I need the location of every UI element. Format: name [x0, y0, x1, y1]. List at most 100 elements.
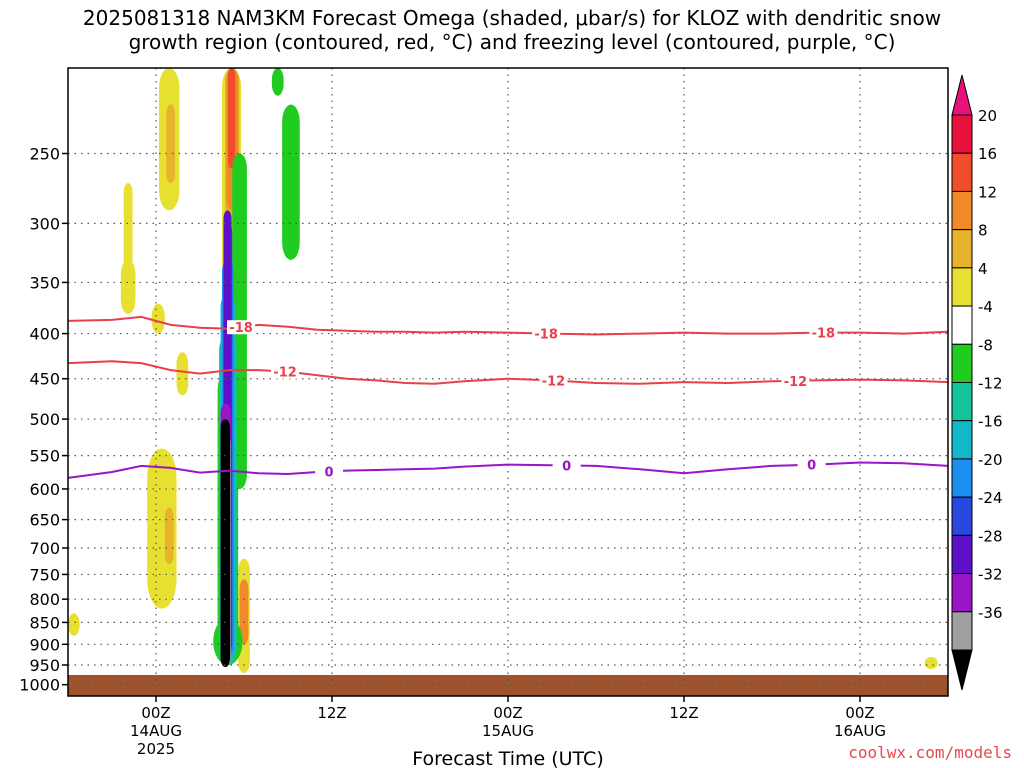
isotherm-label: -12 [542, 375, 566, 390]
y-tick-label: 550 [29, 447, 60, 466]
colorbar-label: -36 [978, 604, 1003, 622]
colorbar-label: 16 [978, 145, 997, 163]
isotherm-label-bg [271, 364, 300, 379]
isotherm-label: 0 [807, 459, 816, 474]
y-tick-label: 600 [29, 480, 60, 499]
omega-region-8 [166, 104, 176, 183]
omega-region-18 [282, 104, 300, 260]
isotherm-label: 0 [325, 465, 334, 480]
credit-text[interactable]: coolwx.com/models [848, 743, 1012, 762]
isotherm-label: -12 [273, 366, 297, 381]
isotherm-label: -18 [534, 327, 558, 342]
y-tick-label: 250 [29, 144, 60, 163]
colorbar-bin [951, 267, 973, 307]
colorbar-label: -28 [978, 527, 1003, 545]
omega-region-7 [68, 613, 80, 636]
omega-region-19 [271, 68, 284, 96]
grid-lines [68, 68, 948, 696]
x-tick-label: 00Z [845, 704, 874, 722]
y-tick-label: 950 [29, 656, 60, 675]
x-tick-date: 16AUG [834, 722, 886, 740]
colorbar-bin [951, 534, 973, 575]
isotherm-label-bg [315, 464, 344, 479]
x-tick-label: 12Z [669, 704, 698, 722]
isotherm-label-bg [532, 326, 561, 341]
x-axis-label: Forecast Time (UTC) [412, 748, 603, 768]
chart-title-line2: growth region (contoured, red, °C) and f… [128, 30, 896, 54]
isotherm-line-0 [68, 461, 948, 479]
isotherm-label: -18 [812, 327, 836, 342]
y-tick-label: 1000 [19, 676, 60, 695]
isotherm-line--12 [68, 360, 948, 385]
colorbar-bin [951, 573, 973, 613]
x-tick-year: 2025 [137, 740, 175, 758]
colorbar-label: 12 [978, 183, 997, 201]
terrain-fill [68, 674, 948, 696]
x-tick-date: 15AUG [482, 722, 534, 740]
colorbar-bin [951, 611, 973, 651]
colorbar-label: -12 [978, 375, 1003, 393]
isotherm-label-bg [781, 373, 810, 388]
y-tick-label: 300 [29, 214, 60, 233]
isotherm-label: -12 [784, 375, 808, 390]
y-tick-label: 800 [29, 590, 60, 609]
colorbar-label: -16 [978, 413, 1003, 431]
colorbar-bin [951, 382, 973, 422]
omega-region-29 [924, 656, 938, 670]
x-tick-label: 00Z [493, 704, 522, 722]
omega-region-3 [151, 303, 165, 334]
colorbar-bin [951, 458, 973, 498]
x-tick-date: 14AUG [130, 722, 182, 740]
colorbar-label: -4 [978, 298, 993, 316]
isotherm-label-bg [227, 320, 256, 335]
colorbar-bottom-arrow [951, 649, 973, 691]
isotherm-label-bg [797, 457, 826, 472]
y-tick-label: 900 [29, 635, 60, 654]
y-tick-label: 650 [29, 511, 60, 530]
omega-region-14 [239, 579, 249, 645]
y-tick-label: 750 [29, 565, 60, 584]
omega-region-12 [227, 68, 236, 169]
temperature-contours: -18 -18 -18 -12 -12 -12 0 0 0 [68, 315, 948, 480]
colorbar-bin [951, 229, 973, 269]
omega-region-2 [120, 259, 136, 314]
colorbar-label: -24 [978, 489, 1003, 507]
isotherm-label: 0 [562, 459, 571, 474]
colorbar-bin [951, 305, 973, 345]
colorbar-bin [951, 496, 973, 536]
x-tick-label: 00Z [141, 704, 170, 722]
y-tick-label: 700 [29, 539, 60, 558]
isotherm-line--18 [68, 315, 948, 336]
colorbar-bin [951, 420, 973, 460]
colorbar-bin [951, 152, 973, 192]
colorbar-label: -8 [978, 336, 993, 354]
colorbar-label: 8 [978, 222, 988, 240]
axes: 250 300 350 400 450 500 550 600 650 700 750 800 850 9… [19, 67, 949, 768]
colorbar: 20 16 12 8 4 -4 -8 -12 -16 -20 -24 -28 -32 -36 [951, 74, 1003, 691]
y-tick-label: 350 [29, 273, 60, 292]
omega-region-1 [123, 182, 133, 272]
omega-region-28 [220, 419, 231, 668]
colorbar-bin [951, 343, 973, 383]
chart-title-line1: 2025081318 NAM3KM Forecast Omega (shaded… [82, 6, 942, 30]
omega-region-5 [147, 448, 177, 609]
omega-region-6 [164, 507, 174, 565]
colorbar-label: -20 [978, 451, 1003, 469]
y-tick-label: 850 [29, 613, 60, 632]
isotherm-label-bg [552, 458, 581, 473]
omega-region-4 [176, 352, 189, 396]
y-tick-label: 400 [29, 325, 60, 344]
colorbar-bin [951, 190, 973, 231]
isotherm-label: -18 [229, 321, 253, 336]
colorbar-bin [951, 114, 973, 154]
isotherm-label-bg [809, 325, 838, 340]
y-tick-label: 500 [29, 410, 60, 429]
x-tick-label: 12Z [317, 704, 346, 722]
y-tick-label: 450 [29, 370, 60, 389]
colorbar-label: 4 [978, 260, 988, 278]
colorbar-label: 20 [978, 107, 997, 125]
colorbar-top-arrow [951, 74, 973, 116]
colorbar-label: -32 [978, 566, 1003, 584]
isotherm-label-bg [539, 373, 568, 388]
